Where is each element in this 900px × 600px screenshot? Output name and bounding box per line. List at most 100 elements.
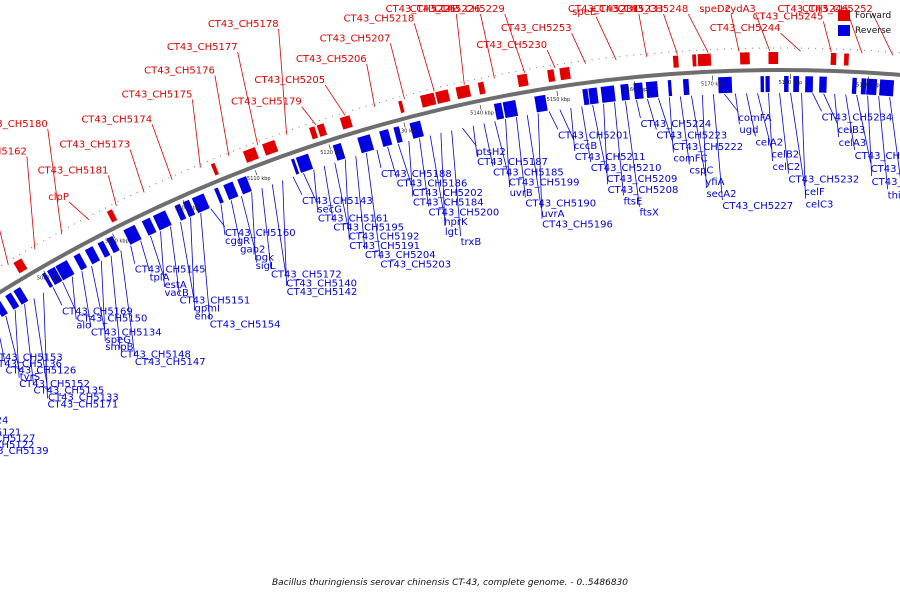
reverse-gene-label: thiC xyxy=(888,190,900,201)
label-leader xyxy=(570,108,576,152)
forward-gene xyxy=(697,53,712,67)
label-leader xyxy=(191,99,201,168)
label-leader xyxy=(526,115,542,209)
forward-gene-label: cydA3 xyxy=(725,4,756,15)
reverse-gene-label: CT43_CH5203 xyxy=(380,259,451,270)
forward-gene-label: CT43_CH5177 xyxy=(167,42,238,53)
scale-tick-label: 5180 kbp xyxy=(779,80,803,86)
label-leader xyxy=(14,309,20,378)
reverse-gene-label: secG xyxy=(317,205,342,216)
reverse-gene-label: CT43_CH5232 xyxy=(789,175,860,186)
forward-gene-label: CT43_CH5225 xyxy=(386,4,457,15)
label-leader xyxy=(24,304,34,385)
reverse-gene-label: CT43_CH5186 xyxy=(397,178,468,189)
reverse-gene-label: CT43_CH5184 xyxy=(413,198,484,209)
label-leader xyxy=(663,13,678,55)
forward-gene-label: CT43_CH5175 xyxy=(122,90,193,101)
forward-gene xyxy=(843,53,849,66)
label-leader xyxy=(241,196,256,252)
reverse-gene-label: tyrS xyxy=(20,372,40,383)
label-leader xyxy=(180,221,195,303)
scale-tick xyxy=(556,90,559,96)
label-leader xyxy=(324,84,346,116)
reverse-gene xyxy=(667,80,673,97)
label-leader xyxy=(261,188,272,269)
label-leader xyxy=(33,298,49,392)
reverse-gene xyxy=(866,78,878,96)
reverse-gene xyxy=(860,78,867,95)
label-leader xyxy=(120,250,136,357)
label-leader xyxy=(494,121,510,177)
reverse-gene-label: CT43_CH5172 xyxy=(271,270,342,281)
reverse-gene xyxy=(174,203,187,221)
label-leader xyxy=(790,92,805,187)
forward-gene-label: CT43_CH5207 xyxy=(320,33,391,44)
reverse-gene xyxy=(141,217,157,236)
reverse-gene xyxy=(297,153,314,173)
label-leader xyxy=(52,287,63,306)
label-leader xyxy=(812,93,822,112)
reverse-gene xyxy=(784,76,789,93)
forward-gene xyxy=(210,162,219,176)
forward-gene xyxy=(316,123,328,137)
forward-gene xyxy=(559,66,571,81)
label-leader xyxy=(755,13,771,52)
outer-ring xyxy=(0,47,900,268)
reverse-gene xyxy=(393,126,403,144)
reverse-gene-label: CT43_CH5234 xyxy=(822,112,893,123)
label-leader xyxy=(647,98,657,130)
forward-gene-label: CT43_CH5205 xyxy=(254,75,325,86)
label-leader xyxy=(505,119,510,188)
forward-gene-label: CT43_CH5229 xyxy=(434,4,505,15)
scale-tick xyxy=(403,122,406,128)
label-leader xyxy=(160,231,165,287)
label-leader xyxy=(548,111,559,130)
forward-gene-label: CT43_CH5248 xyxy=(617,4,688,15)
legend-reverse-label: Reverse xyxy=(855,25,892,36)
reverse-gene xyxy=(645,81,659,99)
label-leader xyxy=(679,96,690,165)
reverse-gene-label: celF xyxy=(805,187,825,198)
reverse-gene xyxy=(879,79,895,97)
reverse-gene xyxy=(582,88,590,106)
reverse-gene-label: CT43_CH5222 xyxy=(672,142,743,153)
reverse-gene xyxy=(47,266,63,286)
forward-gene-label: CT43_CH5162 xyxy=(0,146,27,157)
reverse-gene-label: CT43_CH5140 xyxy=(286,278,357,289)
reverse-gene-label: CT43_CH5136 xyxy=(0,359,62,370)
scale-tick xyxy=(182,199,186,205)
legend-forward: Forward xyxy=(838,8,898,23)
legend-reverse: Reverse xyxy=(838,23,898,38)
reverse-gene-label: celC3 xyxy=(806,200,834,211)
reverse-gene-label: CT43_CH5154 xyxy=(210,320,281,331)
label-leader xyxy=(516,116,526,198)
scale-tick-label: 5170 kbp xyxy=(701,82,725,88)
forward-gene-label: CT43_CH5244 xyxy=(710,23,781,34)
reverse-gene xyxy=(357,134,375,154)
label-leader xyxy=(344,159,350,240)
forward-gene-label: CT43_CH5233 xyxy=(593,4,664,15)
reverse-gene-label: celB2 xyxy=(771,150,799,161)
reverse-gene xyxy=(851,77,857,94)
reverse-gene xyxy=(84,246,101,265)
forward-gene xyxy=(339,115,353,130)
forward-gene-label: CT43_CH5181 xyxy=(38,165,109,176)
label-leader xyxy=(150,235,165,280)
reverse-gene xyxy=(793,76,800,93)
label-leader xyxy=(91,265,106,334)
forward-gene-label: CT43_CH5230 xyxy=(476,40,547,51)
reverse-gene-label: CT43_CH5124 xyxy=(0,415,8,426)
label-leader xyxy=(581,106,592,163)
label-leader xyxy=(455,13,465,85)
reverse-gene xyxy=(493,102,505,120)
reverse-gene-label: uvrA xyxy=(541,209,564,220)
reverse-gene xyxy=(123,224,142,245)
reverse-gene-label: CT43_CH5134 xyxy=(91,328,162,339)
reverse-gene xyxy=(55,260,75,281)
reverse-gene xyxy=(106,235,120,254)
reverse-gene-label: pgk xyxy=(255,253,274,264)
forward-gene xyxy=(692,54,697,67)
scale-tick xyxy=(254,170,258,176)
reverse-gene-label: smpB xyxy=(105,342,133,353)
